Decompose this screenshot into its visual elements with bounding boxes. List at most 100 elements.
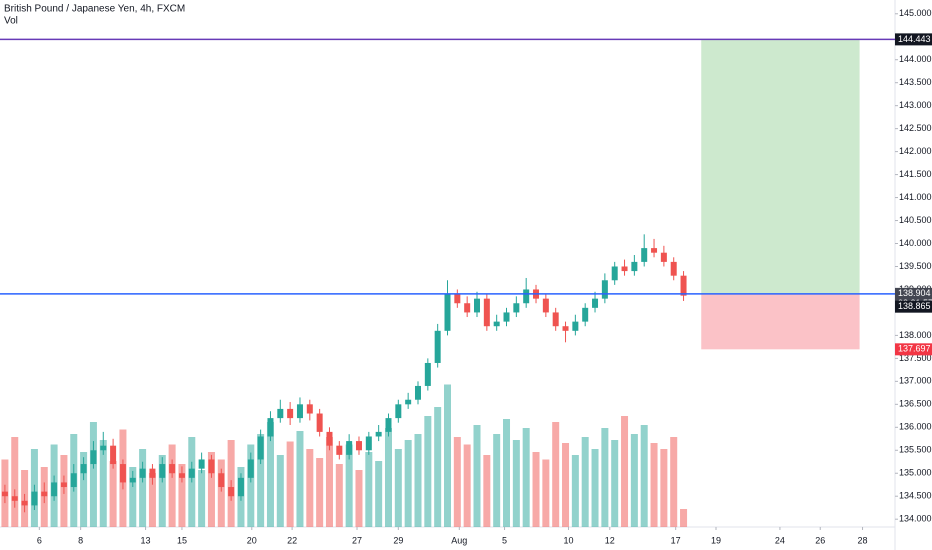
candle-body [355,441,362,451]
volume-bar [444,384,451,527]
volume-bar [306,449,314,527]
volume-bar [414,434,422,527]
candle-body [464,303,471,313]
volume-bar [512,440,520,527]
x-tick-label: 12 [605,535,615,545]
x-tick-label: 22 [287,535,297,545]
candle-body [41,491,48,497]
candle-body [414,385,421,400]
candle-body [257,436,264,460]
volume-bar [375,461,383,527]
y-tick-label: 140.500 [899,215,932,225]
candle-body [296,404,303,419]
candle-body [444,294,451,331]
candle-body [631,261,638,272]
volume-bar [109,461,117,527]
x-tick-label: 26 [815,535,825,545]
candle-body [21,500,28,506]
y-tick-label: 143.000 [899,100,932,110]
candle-body [228,487,235,497]
y-tick-label: 134.000 [899,514,932,524]
volume-bar [483,455,491,527]
candle-body [405,399,412,405]
y-tick-label: 141.500 [899,169,932,179]
volume-bar [640,425,648,527]
candle-body [277,408,284,419]
candle-body [159,464,166,478]
volume-bar [266,422,274,527]
volume-bar [453,437,461,527]
volume-bar [650,443,658,527]
volume-bar [257,434,265,527]
loss-zone [701,293,860,350]
volume-bar [463,444,471,527]
x-tick-label: 5 [502,535,507,545]
x-tick-label: 24 [775,535,785,545]
y-tick-label: 135.000 [899,468,932,478]
candle-body [503,312,510,322]
candle-body [562,326,569,331]
last-price-label-bg [895,300,932,313]
volume-bar [286,441,294,527]
y-tick-label: 143.500 [899,77,932,87]
volume-bar [158,455,166,527]
candle-body [326,431,333,446]
x-tick-label: 20 [247,535,257,545]
volume-bar [404,440,412,527]
candle-body [454,294,461,304]
x-tick-label: 29 [393,535,403,545]
volume-bar [99,440,107,527]
candle-body [621,266,628,272]
candle-body [365,436,372,451]
volume-bar [207,452,215,527]
x-tick-label: 13 [141,535,151,545]
volume-bar [198,470,206,527]
volume-bar [571,455,579,527]
candle-body [139,468,146,478]
candle-body [90,450,97,465]
volume-bar [552,422,560,527]
candle-body [670,261,677,276]
candle-body [267,418,274,437]
volume-bar [424,416,432,527]
y-tick-label: 137.500 [899,353,932,363]
candle-body [149,468,156,478]
volume-bar [680,509,688,527]
volume-bar [503,419,511,527]
volume-bar [89,422,97,527]
candle-body [434,330,441,363]
candle-body [100,445,107,451]
profit-zone [701,39,860,294]
volume-bar [325,437,333,527]
volume-bar [178,464,186,527]
y-tick-label: 142.000 [899,146,932,156]
y-tick-label: 140.000 [899,238,932,248]
y-tick-label: 142.500 [899,123,932,133]
x-tick-label: 17 [671,535,681,545]
volume-bar [11,437,19,527]
volume-bar [139,449,147,527]
volume-bar [296,431,304,527]
y-tick-label: 144.000 [899,54,932,64]
volume-bar [384,428,392,527]
candle-body [592,298,599,308]
volume-bar [345,444,353,527]
y-tick-label: 138.000 [899,330,932,340]
volume-bar [601,428,609,527]
volume-bar [129,467,137,527]
candle-body [208,459,215,474]
candle-body [11,496,18,501]
volume-bar [562,443,570,527]
candle-body [523,289,530,304]
volume-bar [355,470,363,527]
candle-body [552,312,559,327]
candle-body [611,266,618,281]
x-tick-label: 27 [352,535,362,545]
candle-body [424,362,431,386]
candle-body [346,441,353,455]
y-tick-label: 145.000 [899,8,932,18]
candle-body [582,307,589,322]
candle-body [395,404,402,419]
candle-body [680,275,687,296]
